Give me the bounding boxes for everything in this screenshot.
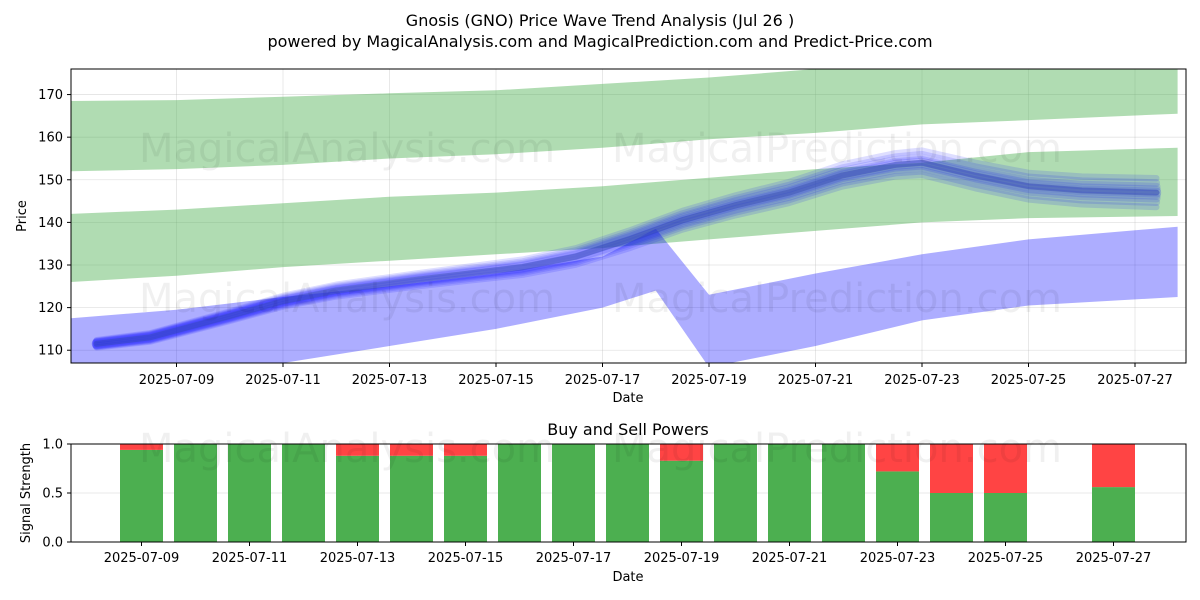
blue-projection-band	[71, 226, 1178, 363]
price-axes: 2025-07-09 2025-07-11 2025-07-13 2025-07-15…	[38, 88, 1173, 388]
chart-subtitle: powered by MagicalAnalysis.com and Magic…	[267, 32, 932, 51]
signal-x-tick-label: 2025-07-27	[1076, 551, 1152, 566]
buy-bar	[1092, 487, 1135, 542]
sell-bar	[444, 444, 487, 456]
signal-x-tick-label: 2025-07-25	[968, 551, 1044, 566]
buy-bar	[120, 449, 163, 542]
signal-x-tick-label: 2025-07-17	[536, 551, 612, 566]
buy-bar	[822, 444, 865, 542]
buy-bar	[768, 444, 811, 542]
signal-x-tick-label: 2025-07-15	[428, 551, 504, 566]
buy-bar	[174, 444, 217, 542]
watermark-text: MagicalAnalysis.com	[139, 126, 555, 172]
price-x-tick-label: 2025-07-15	[458, 373, 534, 388]
signal-x-tick-label: 2025-07-19	[644, 551, 720, 566]
price-x-tick-label: 2025-07-17	[565, 373, 641, 388]
wave-trend-line-2	[92, 153, 1161, 347]
signal-x-tick-label: 2025-07-11	[212, 551, 288, 566]
sell-bar	[336, 444, 379, 456]
bar-chart-title: Buy and Sell Powers	[547, 420, 709, 439]
signal-x-tick-label: 2025-07-09	[104, 551, 180, 566]
price-bands	[71, 69, 1178, 363]
watermark-text: MagicalPrediction.com	[612, 126, 1062, 172]
price-grid	[71, 69, 1186, 363]
sell-bar	[876, 444, 919, 472]
sell-bar	[660, 444, 703, 461]
price-y-tick-label: 110	[38, 344, 63, 359]
price-y-tick-label: 120	[38, 301, 63, 316]
green-upper-band	[71, 69, 1178, 172]
price-x-tick-label: 2025-07-19	[671, 373, 747, 388]
price-x-axis-label: Date	[612, 391, 643, 406]
signal-y-tick-label: 1.0	[42, 438, 63, 453]
sell-bar	[930, 444, 973, 493]
buy-bar	[228, 444, 271, 542]
watermark-text: MagicalPrediction.com	[612, 426, 1062, 472]
signal-y-tick-label: 0.0	[42, 536, 63, 551]
wave-trend-line-7	[92, 167, 1161, 350]
wave-trend-line-5	[91, 160, 1161, 350]
signal-x-tick-label: 2025-07-21	[752, 551, 828, 566]
signal-bars	[120, 444, 1135, 542]
buy-bar	[390, 455, 433, 542]
buy-bar	[984, 493, 1027, 542]
price-y-tick-label: 170	[38, 88, 63, 103]
buy-bar	[282, 444, 325, 542]
price-x-tick-label: 2025-07-25	[991, 373, 1067, 388]
watermarks: MagicalAnalysis.com MagicalPrediction.com…	[139, 126, 1062, 472]
buy-bar	[876, 471, 919, 542]
price-y-tick-label: 140	[38, 216, 63, 231]
wave-trend-core	[93, 159, 1160, 347]
sell-bar	[390, 444, 433, 456]
buy-bar	[606, 444, 649, 542]
watermark-text: MagicalAnalysis.com	[139, 276, 555, 322]
buy-bar	[714, 444, 757, 542]
sell-bar	[984, 444, 1027, 493]
buy-bar	[336, 455, 379, 542]
signal-y-axis-label: Signal Strength	[19, 443, 34, 543]
wave-trend-line-3	[91, 156, 1161, 348]
signal-x-axis-label: Date	[612, 570, 643, 585]
wave-trend-line-8	[93, 171, 1160, 351]
signal-y-tick-label: 0.5	[42, 487, 63, 502]
signal-x-tick-label: 2025-07-13	[320, 551, 396, 566]
wave-trend-line-6	[92, 163, 1161, 350]
sell-bar	[120, 444, 163, 450]
chart-title: Gnosis (GNO) Price Wave Trend Analysis (…	[406, 11, 794, 30]
price-y-tick-label: 150	[38, 173, 63, 188]
buy-bar	[930, 493, 973, 542]
wave-trend-line-0	[93, 147, 1160, 344]
buy-bar	[552, 444, 595, 542]
price-x-tick-label: 2025-07-21	[778, 373, 854, 388]
buy-bar	[444, 455, 487, 542]
price-y-axis-label: Price	[15, 200, 30, 232]
buy-bar	[660, 460, 703, 542]
price-x-tick-label: 2025-07-23	[884, 373, 960, 388]
price-x-tick-label: 2025-07-11	[245, 373, 321, 388]
sell-bar	[1092, 444, 1135, 488]
wave-trend-line-1	[92, 150, 1161, 346]
buy-bar	[498, 444, 541, 542]
signal-x-tick-label: 2025-07-23	[860, 551, 936, 566]
signal-axes: 2025-07-09 2025-07-11 2025-07-13 2025-07-15…	[42, 438, 1151, 567]
watermark-text: MagicalPrediction.com	[612, 276, 1062, 322]
price-y-tick-label: 160	[38, 131, 63, 146]
green-lower-band	[71, 147, 1178, 282]
price-y-tick-label: 130	[38, 259, 63, 274]
wave-trend-line-4	[91, 157, 1162, 349]
price-x-tick-label: 2025-07-27	[1097, 373, 1173, 388]
price-wave-series	[91, 147, 1162, 351]
price-x-tick-label: 2025-07-13	[352, 373, 428, 388]
price-plot-frame	[70, 68, 1187, 364]
watermark-text: MagicalAnalysis.com	[139, 426, 555, 472]
price-x-tick-label: 2025-07-09	[139, 373, 215, 388]
